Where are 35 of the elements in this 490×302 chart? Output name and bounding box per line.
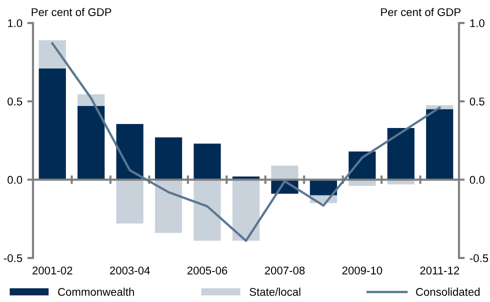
y2-axis-title: Per cent of GDP — [381, 8, 461, 16]
bar — [271, 166, 298, 180]
bar — [38, 68, 66, 180]
y-axis-title: Per cent of GDP — [32, 8, 112, 16]
bar — [78, 106, 105, 180]
bar — [154, 180, 182, 233]
y-tick-label: 1.0 — [8, 19, 22, 28]
bar — [387, 128, 414, 180]
y2-tick-label: 0.5 — [470, 98, 484, 106]
y2-tick-label: 0.0 — [470, 176, 484, 184]
legend-label: Consolidated — [416, 288, 480, 296]
line-series — [51, 42, 441, 242]
y2-tick-label: 1.0 — [470, 19, 484, 28]
bar — [38, 40, 66, 68]
x-tick-label: 2003-04 — [110, 266, 150, 274]
x-tick-label: 2011-12 — [420, 266, 460, 274]
y-tick-label: 0.0 — [8, 176, 22, 184]
y-tick-label: -0.5 — [4, 254, 22, 262]
bar — [310, 180, 338, 196]
bar — [116, 180, 144, 224]
bar — [426, 109, 454, 180]
bar — [154, 137, 182, 180]
x-tick-label: 2001-02 — [32, 266, 72, 274]
bar — [426, 105, 454, 110]
x-tick-label: 2005-06 — [187, 266, 228, 274]
y-tick-label: 0.5 — [8, 98, 22, 106]
legend-label: Commonwealth — [58, 288, 134, 296]
y2-tick-label: -0.5 — [470, 254, 488, 262]
bar — [232, 180, 260, 241]
bar — [116, 124, 144, 180]
x-tick-label: 2007-08 — [264, 266, 305, 274]
x-tick-label: 2009-10 — [342, 266, 382, 274]
legend-label: State/local — [250, 288, 300, 296]
bar — [194, 144, 221, 180]
bar — [194, 180, 221, 241]
